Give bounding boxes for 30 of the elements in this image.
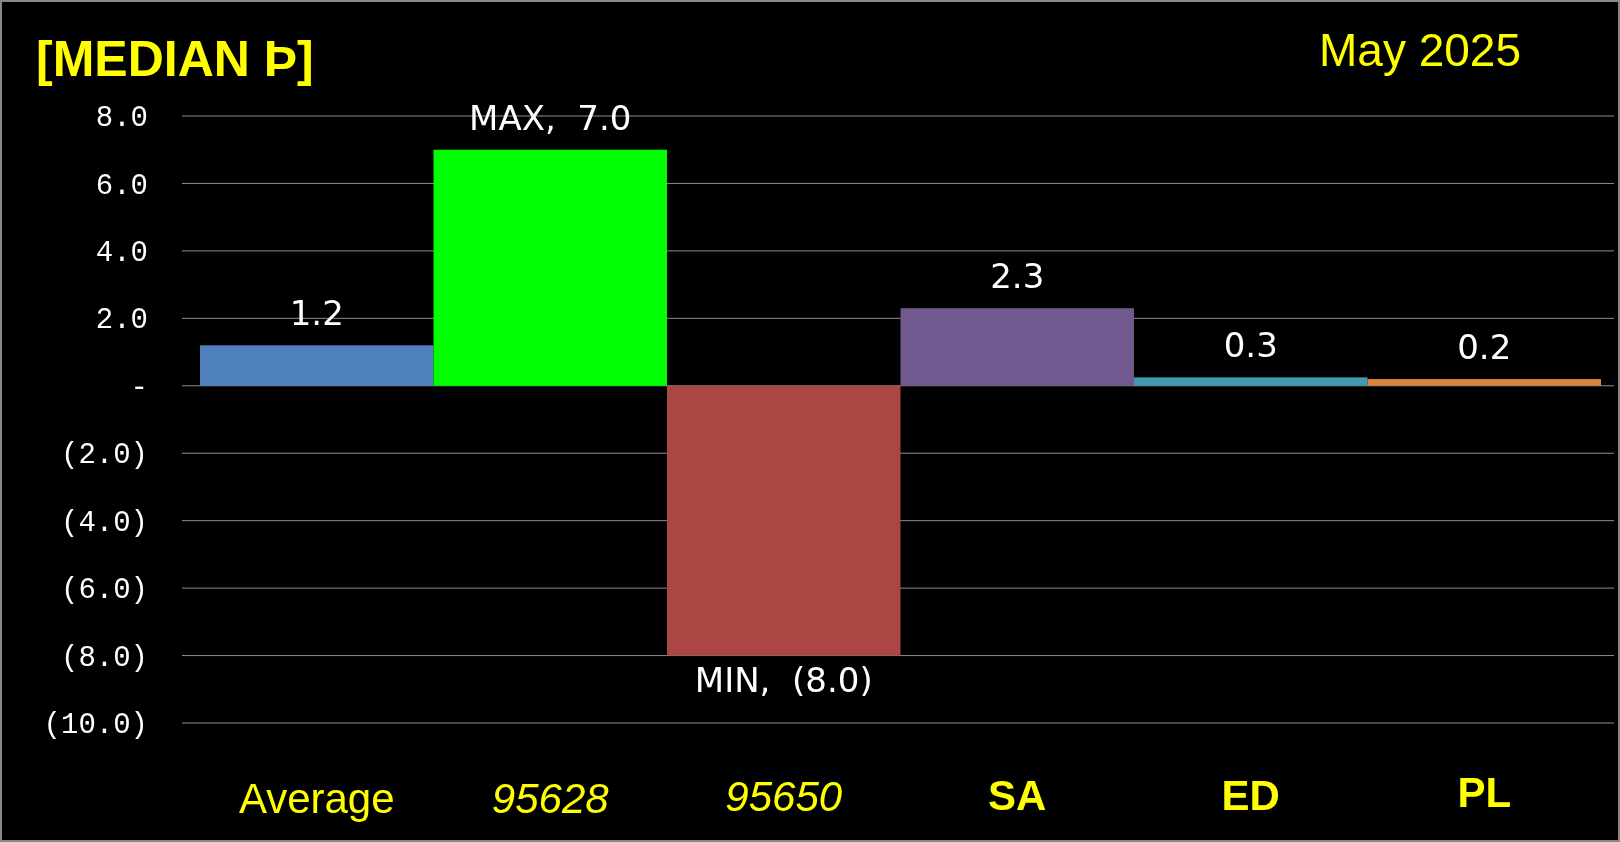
x-tick-label: 95650	[725, 773, 843, 820]
y-tick-label: 8.0	[95, 102, 148, 136]
x-tick-label: Average	[238, 775, 395, 822]
data-label: 0.3	[1223, 325, 1278, 366]
bar	[200, 345, 434, 386]
y-tick-label: 6.0	[95, 169, 148, 203]
data-label: 0.2	[1457, 327, 1512, 368]
data-label: MIN, (8.0)	[694, 659, 873, 700]
y-tick-label: 4.0	[95, 237, 148, 271]
chart-title: [MEDIAN Þ]	[36, 31, 314, 87]
y-tick-label: (4.0)	[60, 506, 148, 540]
bar	[900, 308, 1134, 386]
y-tick-label: (6.0)	[60, 574, 148, 608]
bar	[667, 385, 901, 656]
x-tick-label: ED	[1221, 772, 1280, 819]
data-label: 2.3	[990, 256, 1045, 297]
x-tick-label: SA	[988, 772, 1047, 819]
y-tick-label: (10.0)	[43, 709, 148, 743]
y-tick-label: (8.0)	[60, 641, 148, 675]
y-tick-label: 2.0	[95, 304, 148, 338]
y-tick-label: -	[130, 371, 148, 405]
bar	[1367, 379, 1601, 386]
x-tick-label: PL	[1457, 769, 1512, 816]
chart-subtitle: May 2025	[1318, 24, 1522, 76]
x-tick-label: 95628	[491, 775, 610, 822]
bar	[1134, 377, 1368, 386]
bar	[433, 149, 667, 386]
data-label: 1.2	[289, 293, 344, 334]
y-tick-label: (2.0)	[60, 439, 148, 473]
data-label: MAX, 7.0	[469, 97, 632, 138]
